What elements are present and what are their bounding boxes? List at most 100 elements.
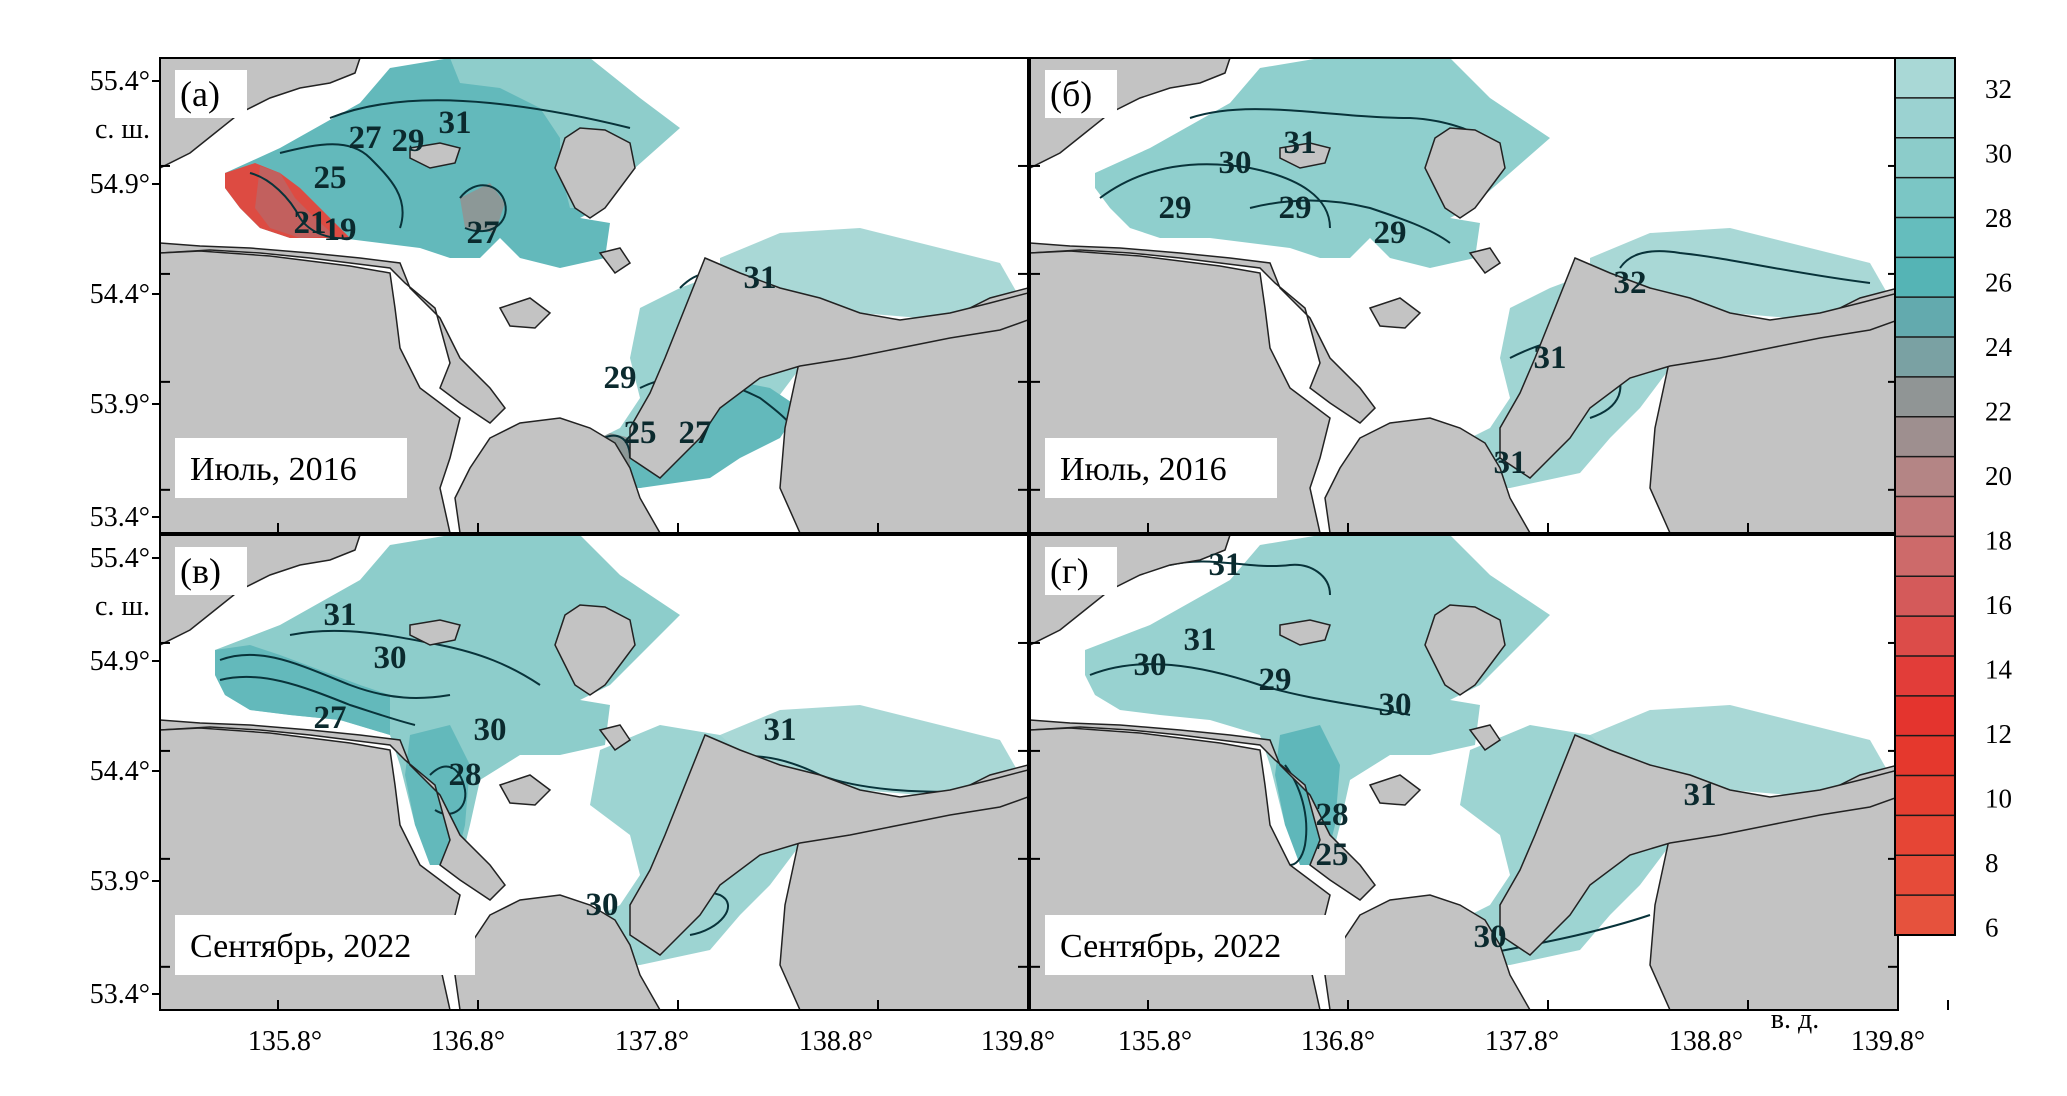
isohaline	[219, 675, 416, 726]
lat-tick-label: 53.9°	[90, 389, 150, 420]
panel-letter: (а)	[180, 74, 220, 114]
colorbar-step	[1895, 496, 1955, 537]
lon-tick-label: 138.8°	[799, 1026, 873, 1057]
lat-tick-label: 54.4°	[90, 279, 150, 310]
isohaline	[1249, 199, 1451, 244]
contour-label: 21	[294, 205, 327, 241]
contour-label: 30	[474, 712, 507, 748]
lat-tick-label: 54.9°	[90, 169, 150, 200]
panel-caption-box	[1045, 915, 1345, 975]
contour-label: 30	[586, 887, 619, 923]
colorbar-step	[1895, 177, 1955, 218]
isohaline	[249, 172, 351, 240]
contour-label: 27	[467, 215, 500, 251]
salinity-area	[215, 645, 390, 735]
colorbar-step	[1895, 655, 1955, 697]
contour-label: 31	[744, 260, 777, 296]
panel-caption-box	[1045, 438, 1277, 498]
colorbar-step	[1895, 616, 1955, 657]
contour-label: 31	[1494, 445, 1527, 481]
colorbar-tick-label: 16	[1985, 590, 2012, 620]
colorbar-tick-label: 12	[1985, 719, 2012, 749]
panel-letter-box	[1045, 70, 1117, 118]
colorbar-step	[1895, 855, 1955, 896]
isohaline	[279, 143, 404, 229]
contour-label: 32	[1614, 265, 1647, 301]
colorbar-tick-label: 8	[1985, 848, 1999, 878]
contour-label: 29	[1159, 190, 1192, 226]
colorbar-tick-label: 20	[1985, 461, 2012, 491]
lat-tick-label: 55.4°	[90, 543, 150, 574]
colorbar-tick-label: 22	[1985, 397, 2012, 427]
lon-tick-label: 135.8°	[248, 1026, 322, 1057]
contour-label: 27	[349, 120, 382, 156]
contour-label: 25	[624, 415, 657, 451]
contour-label: 30	[1134, 647, 1167, 683]
panel-letter-box	[1045, 547, 1117, 595]
colorbar-tick-label: 10	[1985, 784, 2012, 814]
contour-label: 31	[1209, 547, 1242, 583]
colorbar-tick-label: 32	[1985, 74, 2012, 104]
panel-caption: Июль, 2016	[1060, 451, 1227, 488]
colorbar-step	[1895, 217, 1955, 258]
isohaline	[1619, 250, 1871, 284]
contour-label: 27	[679, 415, 712, 451]
colorbar-step	[1895, 576, 1955, 617]
lat-tick-label: 53.4°	[90, 502, 150, 533]
contour-label: 25	[314, 160, 347, 196]
lon-tick-label: 136.8°	[1301, 1026, 1375, 1057]
contour-label: 29	[1374, 215, 1407, 251]
salinity-colorbar: 32 30 28 26 24 22 20 18 16 14 12 10 8 6	[1894, 57, 2013, 943]
colorbar-tick-label: 6	[1985, 913, 1999, 943]
contour-label: 30	[374, 640, 407, 676]
isohaline	[329, 99, 631, 129]
contour-label: 29	[604, 360, 637, 396]
map-panel-3: 31 30 27 30 28 31 30 (в) Сентябрь, 2022	[159, 534, 1079, 1011]
colorbar-step	[1895, 337, 1955, 378]
colorbar-step	[1895, 775, 1955, 816]
contour-label: 29	[1279, 190, 1312, 226]
contour-label: 29	[392, 123, 425, 159]
isohaline	[459, 184, 507, 233]
contour-label: 28	[449, 757, 482, 793]
lat-tick-label: 54.4°	[90, 756, 150, 787]
colorbar-step	[1895, 695, 1955, 737]
lon-tick-label: 137.8°	[615, 1026, 689, 1057]
panel-caption: Сентябрь, 2022	[1060, 928, 1281, 965]
panel-caption: Июль, 2016	[190, 451, 357, 488]
panel-letter: (б)	[1050, 74, 1092, 114]
lat-tick-label: 53.4°	[90, 979, 150, 1010]
salinity-area	[460, 183, 505, 233]
lat-tick-label: 54.9°	[90, 646, 150, 677]
colorbar-step	[1895, 815, 1955, 856]
contour-label: 31	[324, 597, 357, 633]
contour-label: 31	[1534, 340, 1567, 376]
isohaline	[1089, 663, 1411, 716]
colorbar-step	[1895, 735, 1955, 777]
isohaline	[289, 629, 541, 686]
map-panel-2: 31 30 29 29 29 32 31 31 (б) Июль, 2016	[1029, 57, 1949, 534]
colorbar-tick-label: 18	[1985, 526, 2012, 556]
panel-letter-box	[175, 70, 247, 118]
lon-tick-label: 138.8°	[1669, 1026, 1743, 1057]
contour-label: 30	[1379, 687, 1412, 723]
lat-unit-label: с. ш.	[95, 591, 150, 622]
panel-frame	[159, 534, 1029, 1011]
contour-label: 31	[1184, 622, 1217, 658]
contour-label: 27	[314, 700, 347, 736]
isohaline	[1169, 560, 1331, 596]
contour-label: 31	[439, 105, 472, 141]
colorbar-step	[1895, 297, 1955, 338]
colorbar-step	[1895, 416, 1955, 458]
lon-tick-label: 136.8°	[431, 1026, 505, 1057]
contour-label: 30	[1219, 145, 1252, 181]
colorbar-tick-label: 14	[1985, 655, 2013, 685]
colorbar-frame	[1894, 57, 1956, 936]
lon-tick-label: 139.8°	[1851, 1026, 1925, 1057]
panel-caption: Сентябрь, 2022	[190, 928, 411, 965]
colorbar-tick-label: 26	[1985, 268, 2012, 298]
lon-tick-label: 139.8°	[981, 1026, 1055, 1057]
panel-frame	[159, 57, 1029, 534]
colorbar-step	[1895, 536, 1955, 577]
lon-unit-label: в. д.	[1771, 1004, 1819, 1035]
